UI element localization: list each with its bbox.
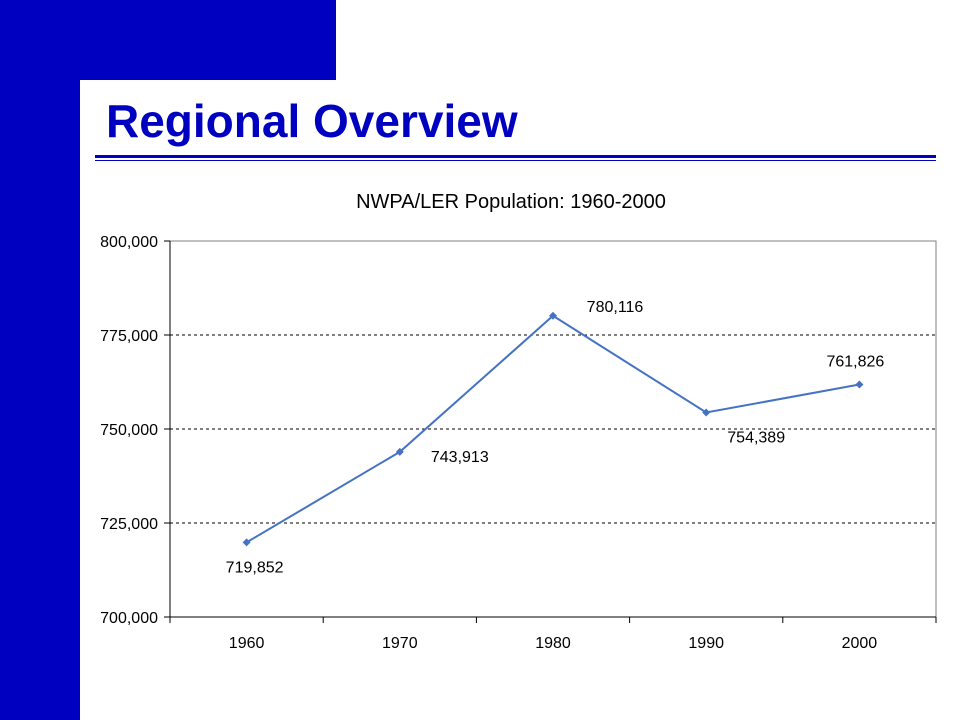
series-population — [242, 311, 864, 547]
y-tick-label: 725,000 — [100, 516, 158, 533]
top-brand-band — [0, 0, 336, 80]
x-axis: 1960 1970 1980 1990 2000 — [169, 616, 937, 652]
y-tick-label: 800,000 — [100, 234, 158, 251]
x-tick-label: 1960 — [229, 635, 265, 652]
data-labels: 719,852 743,913 780,116 754,389 761,826 — [226, 299, 885, 577]
title-underline-thin — [95, 160, 936, 161]
data-label: 719,852 — [226, 559, 284, 576]
data-point — [395, 447, 404, 456]
data-point — [242, 538, 251, 547]
x-tick-label: 1970 — [382, 635, 418, 652]
gridlines — [170, 334, 936, 524]
x-tick-label: 1980 — [535, 635, 571, 652]
y-tick-label: 775,000 — [100, 328, 158, 345]
data-label: 754,389 — [727, 429, 785, 446]
left-brand-band — [0, 0, 80, 720]
slide-title: Regional Overview — [106, 95, 518, 147]
x-tick-label: 1990 — [688, 635, 724, 652]
data-label: 780,116 — [587, 299, 644, 316]
data-point — [855, 380, 864, 389]
title-underline — [95, 155, 936, 158]
data-point — [702, 408, 711, 417]
chart-title: NWPA/LER Population: 1960-2000 — [356, 191, 666, 213]
y-tick-label: 700,000 — [100, 610, 158, 627]
data-point — [549, 311, 557, 320]
y-axis: 700,000 725,000 750,000 775,000 800,000 — [100, 234, 171, 627]
data-label: 743,913 — [431, 449, 489, 466]
x-tick-label: 2000 — [842, 635, 878, 652]
data-label: 761,826 — [826, 354, 884, 371]
y-tick-label: 750,000 — [100, 422, 158, 439]
